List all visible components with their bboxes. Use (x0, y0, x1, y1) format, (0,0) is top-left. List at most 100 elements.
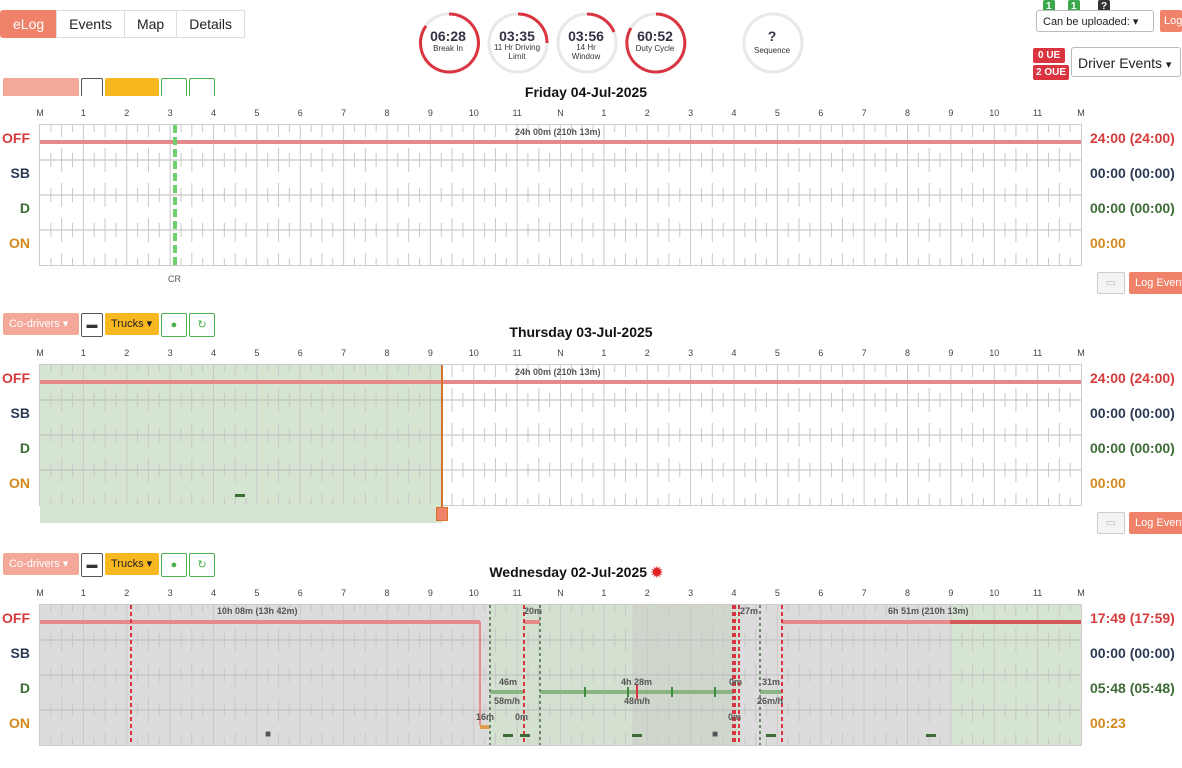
gauge-sequence[interactable]: ? Sequence (742, 12, 804, 74)
hour-label: 4 (210, 588, 216, 598)
day1-refresh-icon[interactable]: ↻ (189, 313, 215, 337)
day2-truck-icon[interactable]: ▬ (81, 553, 103, 577)
hour-label: 5 (254, 108, 260, 118)
tab-events[interactable]: Events (56, 10, 125, 38)
gauge-window-label: 14 Hr Window (571, 43, 601, 61)
log-cut-button[interactable]: Log (1160, 10, 1182, 32)
driver-events-select[interactable]: Driver Events ▾ (1071, 47, 1181, 77)
hour-label: 6 (297, 108, 303, 118)
day0-log-event-button[interactable]: Log Event (1129, 272, 1182, 294)
day0-controls-cut (3, 78, 215, 96)
hour-label: 8 (384, 108, 390, 118)
truck-count-badge[interactable]: 1 (1068, 0, 1080, 13)
gauge-window[interactable]: 03:56 14 Hr Window (556, 12, 618, 74)
day1-comment-icon[interactable]: ▭ (1097, 512, 1125, 534)
day2-status-lines (40, 605, 1081, 745)
hour-label: 1 (80, 348, 86, 358)
truck-icon[interactable]: ▬ (632, 729, 642, 740)
hour-label: 2 (644, 588, 650, 598)
day1-title: Thursday 03-Jul-2025 (509, 324, 653, 340)
day1-truck-icon[interactable]: ▬ (81, 313, 103, 337)
day2-speed-2: 48m/h (624, 696, 651, 706)
truck-icon[interactable]: ▬ (766, 729, 776, 740)
day2-grid[interactable]: 10h 08m (13h 42m) 20m 6h 51m (210h 13m) … (39, 604, 1082, 746)
hour-label: 6 (818, 348, 824, 358)
hour-label: 8 (904, 588, 910, 598)
day0-truck-icon-button[interactable] (81, 78, 103, 96)
hour-label: 6 (818, 108, 824, 118)
hour-label: 10 (989, 108, 1000, 118)
day1-trucks-button[interactable]: Trucks ▾ (105, 313, 159, 335)
gauge-duty-cycle[interactable]: 60:52 Duty Cycle (625, 12, 687, 74)
day0-row-off: OFF (2, 130, 30, 146)
day1-off-line (40, 380, 1081, 384)
hour-label: 3 (688, 348, 694, 358)
day2-total-sb: 00:00 (00:00) (1090, 645, 1175, 661)
hour-label: 7 (341, 588, 347, 598)
day1-log-event-button[interactable]: Log Event (1129, 512, 1182, 534)
hour-label: 11 (1032, 108, 1043, 118)
day0-cr-marker-line[interactable] (173, 125, 177, 265)
tab-elog[interactable]: eLog (0, 10, 58, 38)
camera-icon[interactable]: ■ (712, 729, 719, 740)
hour-label: 10 (468, 588, 479, 598)
day2-android-icon[interactable]: ● (161, 553, 187, 577)
hour-label: 8 (904, 348, 910, 358)
truck-icon[interactable]: ▬ (520, 729, 530, 740)
camera-icon[interactable]: ■ (265, 729, 272, 740)
day0-panel: M 1 2 3 4 5 6 7 8 9 10 11 N 1 2 3 4 5 6 7 8 9 10 11 M 24h 00m (2… (0, 108, 1182, 298)
ue-badge[interactable]: 0 UE (1033, 48, 1066, 63)
day2-off-duration-2: 20m (524, 606, 543, 616)
day0-grid[interactable]: 24h 00m (210h 13m) (39, 124, 1082, 266)
day0-trucks-button[interactable] (105, 78, 159, 96)
day0-codrivers-button[interactable] (3, 78, 79, 96)
upload-select[interactable]: Can be uploaded: ▾ (1036, 10, 1154, 32)
help-badge[interactable]: ? (1098, 0, 1111, 13)
hour-label: 9 (427, 348, 433, 358)
hour-label: 10 (989, 588, 1000, 598)
hour-label: M (1077, 108, 1085, 118)
hour-label: 5 (774, 348, 780, 358)
truck-icon[interactable]: ▬ (235, 489, 245, 500)
day1-codrivers-label: Co-drivers (9, 318, 60, 330)
day1-panel: M 1 2 3 4 5 6 7 8 9 10 11 N 1 2 3 4 5 6 7 8 9 10 11 M 24h 00m (2… (0, 348, 1182, 538)
day0-refresh-button[interactable] (189, 78, 215, 96)
oue-badge[interactable]: 2 OUE (1033, 65, 1070, 80)
day2-title: Wednesday 02-Jul-2025 ✹ (426, 564, 726, 581)
day2-refresh-icon[interactable]: ↻ (189, 553, 215, 577)
upload-count-badge[interactable]: 1 (1043, 0, 1055, 13)
gauge-sequence-value: ? (767, 28, 777, 44)
main-tabs: eLog Events Map Details (0, 10, 245, 38)
day1-total-on: 00:00 (1090, 475, 1126, 491)
violation-star-icon[interactable]: ✹ (650, 564, 663, 580)
day2-codrivers-button[interactable]: Co-drivers ▾ (3, 553, 79, 575)
day1-grid[interactable]: 24h 00m (210h 13m) ▬ (39, 364, 1082, 523)
gauge-driving-label: 11 Hr Driving Limit (493, 43, 541, 61)
day2-on-duration-3: 0m (728, 712, 742, 722)
hour-label: M (36, 108, 44, 118)
tab-details[interactable]: Details (176, 10, 245, 38)
hour-label: 7 (341, 348, 347, 358)
day1-android-icon[interactable]: ● (161, 313, 187, 337)
gauge-driving[interactable]: 03:35 11 Hr Driving Limit (487, 12, 549, 74)
hour-label: 10 (468, 348, 479, 358)
day0-comment-icon[interactable]: ▭ (1097, 272, 1125, 294)
day1-total-d: 00:00 (00:00) (1090, 440, 1175, 456)
truck-icon[interactable]: ▬ (926, 729, 936, 740)
day1-controls: Co-drivers ▾ ▬ Trucks ▾ ● ↻ (3, 313, 215, 337)
tab-map[interactable]: Map (123, 10, 178, 38)
day2-controls: Co-drivers ▾ ▬ Trucks ▾ ● ↻ (3, 553, 215, 577)
truck-icon[interactable]: ▬ (503, 729, 513, 740)
day0-row-d: D (19, 200, 30, 216)
hour-label: N (557, 348, 564, 358)
day1-codrivers-button[interactable]: Co-drivers ▾ (3, 313, 79, 335)
gauge-break[interactable]: 06:28 Break In (418, 12, 480, 74)
day1-trucks-label: Trucks (111, 318, 144, 330)
day2-trucks-button[interactable]: Trucks ▾ (105, 553, 159, 575)
driver-events-label: Driver Events (1078, 55, 1163, 71)
hour-label: M (36, 348, 44, 358)
hour-label: M (36, 588, 44, 598)
hour-label: 9 (948, 588, 954, 598)
day0-android-button[interactable] (161, 78, 187, 96)
location-marker-icon[interactable] (436, 507, 448, 521)
